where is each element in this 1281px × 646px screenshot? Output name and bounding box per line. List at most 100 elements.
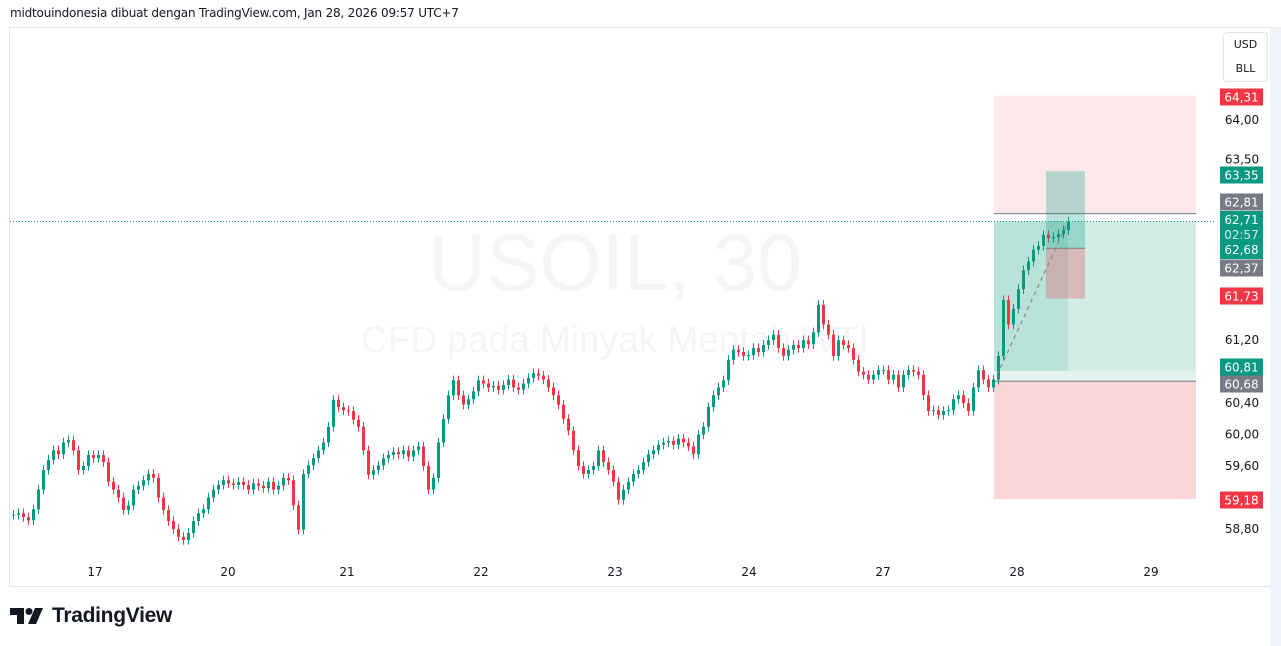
time-label: 17 xyxy=(87,565,102,579)
candle-body xyxy=(12,514,15,516)
candle-body xyxy=(667,440,670,443)
candle-body xyxy=(707,407,710,427)
candle-body xyxy=(827,324,830,335)
candle-body xyxy=(677,438,680,445)
candle-body xyxy=(137,485,140,490)
candle-body xyxy=(207,497,210,510)
candle-body xyxy=(947,410,950,412)
candle-body xyxy=(82,466,85,470)
candle-body xyxy=(752,348,755,356)
candle-body xyxy=(517,387,520,390)
candle-body xyxy=(1042,234,1045,246)
candle-body xyxy=(652,450,655,455)
candle-body xyxy=(682,438,685,443)
candle-body xyxy=(1067,221,1070,231)
candle-body xyxy=(127,505,130,511)
candle-body xyxy=(302,473,305,530)
candle-body xyxy=(467,399,470,405)
candle-body xyxy=(702,426,705,435)
candle-body xyxy=(637,469,640,474)
candle-body xyxy=(712,395,715,408)
time-label: 27 xyxy=(875,565,890,579)
price-badge-bg xyxy=(1220,491,1263,509)
price-tick: 58,80 xyxy=(1225,522,1259,536)
candle-body xyxy=(892,374,895,380)
candle-body xyxy=(762,344,765,353)
price-badge: 62,81 xyxy=(1224,196,1258,210)
price-badge-bg xyxy=(1220,88,1263,106)
candle-body xyxy=(247,484,250,490)
candle-body xyxy=(982,370,985,380)
candle-body xyxy=(962,395,965,404)
time-label: 22 xyxy=(473,565,488,579)
candle-body xyxy=(1027,261,1030,271)
candle-body xyxy=(757,348,760,353)
price-badge-bg xyxy=(1220,193,1263,211)
candle-body xyxy=(957,395,960,400)
price-badge: 60,68 xyxy=(1224,378,1258,392)
candle-body xyxy=(792,344,795,350)
chart-frame xyxy=(9,27,1271,587)
candle-body xyxy=(62,442,65,455)
candle-body xyxy=(492,385,495,388)
candle-body xyxy=(392,451,395,456)
candle-body xyxy=(697,434,700,455)
candle-body xyxy=(687,442,690,447)
tradingview-logo[interactable]: TradingView xyxy=(10,604,172,628)
candle-body xyxy=(987,379,990,388)
candle-body xyxy=(937,410,940,415)
candle-body xyxy=(322,442,325,451)
candle-body xyxy=(887,370,890,380)
price-tick: 60,00 xyxy=(1225,428,1259,442)
candle-body xyxy=(472,391,475,400)
candle-body xyxy=(202,509,205,514)
candle-body xyxy=(277,485,280,490)
candle-body xyxy=(952,399,955,411)
candle-body xyxy=(507,379,510,386)
candle-body xyxy=(972,387,975,412)
currency-unit-selector[interactable]: USD BLL xyxy=(1223,32,1268,82)
candle-body xyxy=(487,383,490,388)
candle-body xyxy=(357,419,360,427)
candle-body xyxy=(92,455,95,459)
price-badge-bg xyxy=(1220,259,1263,277)
candle-body xyxy=(877,370,880,375)
time-label: 20 xyxy=(220,565,235,579)
candle-body xyxy=(622,489,625,500)
price-badge: 62,37 xyxy=(1224,262,1258,276)
candle-body xyxy=(1007,300,1010,325)
candle-body xyxy=(787,349,790,356)
candle-body xyxy=(237,481,240,485)
candle-body xyxy=(1052,237,1055,239)
candle-body xyxy=(562,404,565,419)
candle-body xyxy=(377,465,380,470)
candle-body xyxy=(872,374,875,380)
candle-body xyxy=(152,473,155,478)
candle-body xyxy=(782,348,785,356)
price-badge: 62,68 xyxy=(1224,243,1258,257)
candle-body xyxy=(67,440,70,443)
price-badge: 63,35 xyxy=(1224,169,1258,183)
candle-body xyxy=(662,442,665,445)
candle-body xyxy=(617,481,620,500)
candle-body xyxy=(1017,289,1020,309)
candle-body xyxy=(882,370,885,372)
candle-body xyxy=(197,513,200,522)
candle-body xyxy=(417,446,420,451)
candle-body xyxy=(337,399,340,408)
candle-body xyxy=(112,481,115,490)
candle-body xyxy=(432,477,435,490)
candle-body xyxy=(717,387,720,396)
candle-body xyxy=(772,334,775,341)
candle-body xyxy=(942,411,945,415)
bar-countdown: 02:57 xyxy=(1224,228,1259,242)
candle-body xyxy=(647,454,650,463)
candle-body xyxy=(27,517,30,521)
candle-body xyxy=(257,483,260,486)
candle-body xyxy=(282,477,285,486)
time-label: 28 xyxy=(1009,565,1024,579)
candle-body xyxy=(412,450,415,457)
price-badge: 59,18 xyxy=(1224,494,1258,508)
candle-body xyxy=(997,355,1000,380)
